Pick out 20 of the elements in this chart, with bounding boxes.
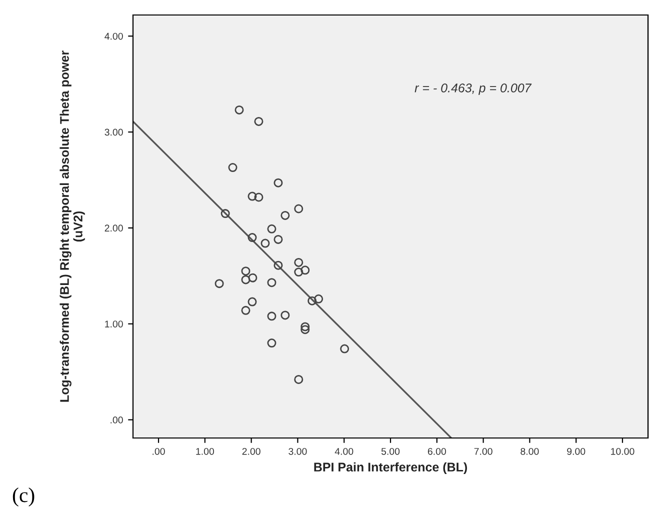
x-tick-label: 3.00 xyxy=(288,448,307,455)
x-tick-label: 9.00 xyxy=(567,448,586,455)
x-tick-label: 10.00 xyxy=(611,448,634,455)
x-tick-label: 6.00 xyxy=(428,448,446,455)
x-tick-label: 4.00 xyxy=(334,448,354,455)
y-tick-label: 2.00 xyxy=(104,224,123,232)
annotation: r = - 0.463, p = 0.007 xyxy=(414,84,532,95)
y-tick-label: 3.00 xyxy=(104,128,123,136)
y-tick-label: .00 xyxy=(110,416,123,424)
x-tick-label: 5.00 xyxy=(381,448,400,455)
y-axis-title: Log-transformed (BL) Right temporal absolute Theta power (uV2) xyxy=(60,50,85,402)
text: (c) xyxy=(12,488,34,506)
y-tick-label: 1.00 xyxy=(105,320,123,328)
x-axis-title: BPI Pain Interference (BL) xyxy=(314,462,467,474)
x-tick-label: .00 xyxy=(152,448,165,455)
x-tick-label: 7.00 xyxy=(474,448,492,455)
x-tick-label: 2.00 xyxy=(242,448,260,455)
x-tick-label: 8.00 xyxy=(520,448,539,455)
x-tick-label: 1.00 xyxy=(196,448,214,455)
y-tick-label: 4.00 xyxy=(104,32,123,40)
